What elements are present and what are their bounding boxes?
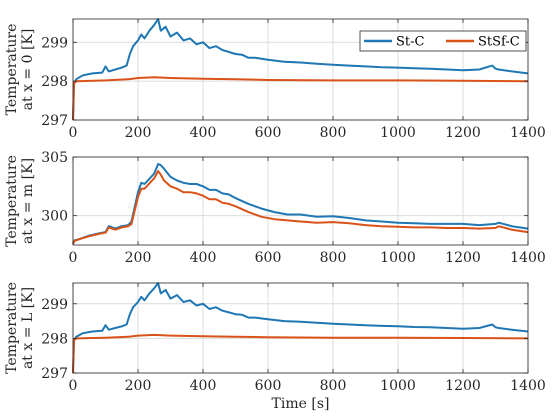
y-tick-label: 297 bbox=[41, 366, 68, 382]
x-axis-label: Time [s] bbox=[272, 396, 330, 412]
series-line-stsf-c bbox=[72, 76, 529, 121]
axes-box bbox=[72, 156, 529, 246]
x-tick-label: 0 bbox=[69, 250, 78, 266]
series-line-st-c bbox=[72, 282, 529, 374]
y-axis-label: Temperature bbox=[4, 282, 20, 374]
x-tick-label: 800 bbox=[320, 378, 347, 394]
x-tick-label: 1000 bbox=[380, 250, 416, 266]
x-tick-label: 1200 bbox=[445, 378, 481, 394]
panel-3: 0 200 400 600 800 1000 1200 1400 297 298 299 Temper… bbox=[4, 282, 546, 412]
x-tick-label: 800 bbox=[320, 125, 347, 141]
series-line-st-c bbox=[72, 163, 529, 245]
series-line-st-c bbox=[72, 18, 529, 121]
y-tick-label: 297 bbox=[41, 113, 68, 129]
x-tick-label: 200 bbox=[125, 378, 152, 394]
y-axis-label: at x = m [K] bbox=[20, 158, 36, 244]
x-tick-label: 0 bbox=[69, 378, 78, 394]
y-tick-label: 299 bbox=[41, 35, 68, 51]
y-tick-label: 298 bbox=[41, 74, 68, 90]
axes-box bbox=[72, 282, 529, 374]
panel-1: 0 200 400 600 800 1000 1200 1400 297 298 299 Temper… bbox=[4, 18, 546, 141]
x-tick-label: 200 bbox=[125, 125, 152, 141]
legend-box bbox=[359, 30, 527, 52]
x-tick-label: 1400 bbox=[510, 125, 546, 141]
y-tick-label: 298 bbox=[41, 331, 68, 347]
y-tick-label: 305 bbox=[41, 150, 68, 166]
x-tick-label: 600 bbox=[255, 378, 282, 394]
x-tick-label: 0 bbox=[69, 125, 78, 141]
x-tick-label: 600 bbox=[255, 125, 282, 141]
series-line-stsf-c bbox=[72, 333, 529, 374]
axes-box bbox=[72, 18, 529, 121]
series-line-stsf-c bbox=[72, 170, 529, 245]
x-tick-label: 400 bbox=[190, 378, 217, 394]
y-axis-label: Temperature bbox=[4, 24, 20, 116]
x-tick-label: 600 bbox=[255, 250, 282, 266]
x-tick-label: 800 bbox=[320, 250, 347, 266]
x-tick-label: 1200 bbox=[445, 125, 481, 141]
x-tick-label: 1400 bbox=[510, 250, 546, 266]
x-tick-label: 1000 bbox=[380, 125, 416, 141]
y-tick-label: 300 bbox=[41, 209, 68, 225]
y-tick-label: 299 bbox=[41, 297, 68, 313]
y-axis-label: at x = 0 [K] bbox=[20, 29, 36, 111]
y-axis-label: Temperature bbox=[4, 155, 20, 247]
x-tick-label: 200 bbox=[125, 250, 152, 266]
panel-2: 0 200 400 600 800 1000 1200 1400 300 305 Temperatu… bbox=[4, 150, 546, 266]
x-tick-label: 1400 bbox=[510, 378, 546, 394]
legend: St-C StSf-C bbox=[359, 30, 527, 52]
x-tick-label: 400 bbox=[190, 125, 217, 141]
x-tick-label: 400 bbox=[190, 250, 217, 266]
y-axis-label: at x = L [K] bbox=[20, 287, 36, 369]
x-tick-label: 1000 bbox=[380, 378, 416, 394]
x-tick-label: 1200 bbox=[445, 250, 481, 266]
legend-label-st-c: St-C bbox=[396, 35, 425, 50]
legend-label-stsf-c: StSf-C bbox=[478, 35, 520, 50]
